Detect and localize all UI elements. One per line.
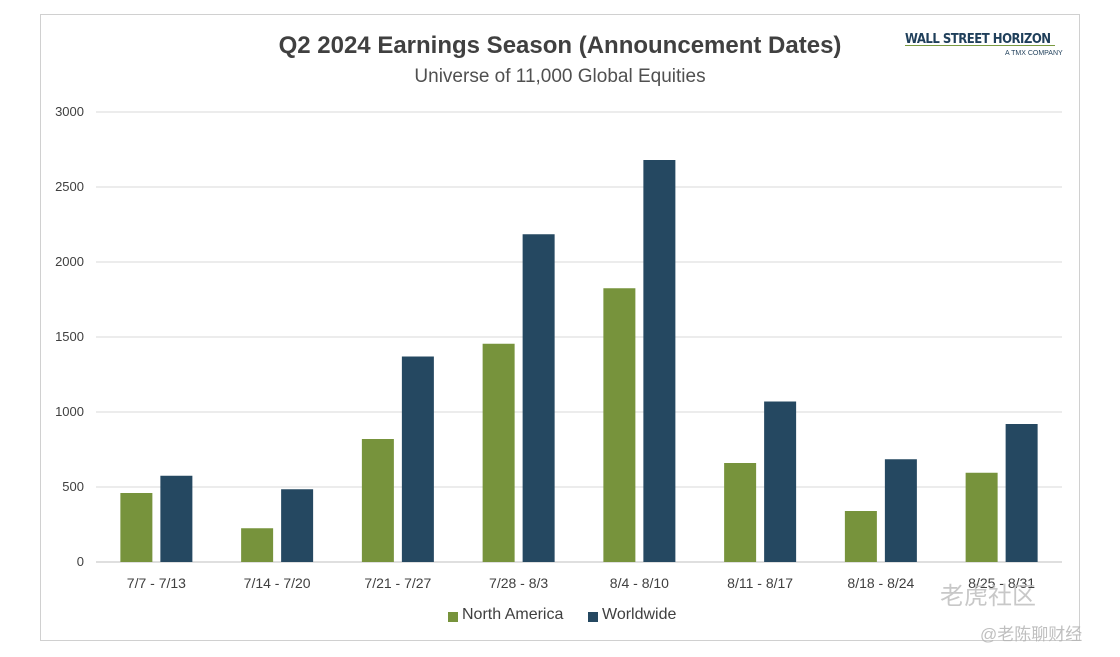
- y-tick-label: 1000: [55, 404, 84, 419]
- bar-worldwide: [281, 489, 314, 562]
- x-tick-label: 8/11 - 8/17: [727, 575, 793, 591]
- logo-text: WALL STREET HORIZON: [905, 32, 1051, 47]
- bar-worldwide: [522, 234, 555, 562]
- bar-north-america: [361, 439, 394, 562]
- brand-logo: WALL STREET HORIZON A TMX COMPANY: [905, 30, 1065, 66]
- bar-worldwide: [1005, 424, 1038, 562]
- x-tick-label: 7/21 - 7/27: [364, 575, 431, 591]
- bar-north-america: [965, 472, 998, 562]
- bar-north-america: [482, 343, 515, 562]
- watermark-text: 老虎社区: [940, 583, 1036, 610]
- bar-north-america: [241, 528, 274, 562]
- bar-north-america: [724, 463, 757, 562]
- bar-north-america: [120, 493, 153, 562]
- chart-title: Q2 2024 Earnings Season (Announcement Da…: [278, 32, 842, 59]
- x-tick-label: 7/28 - 8/3: [489, 575, 548, 591]
- bar-north-america: [603, 288, 636, 562]
- legend-label-worldwide: Worldwide: [602, 606, 677, 623]
- bar-worldwide: [884, 459, 917, 562]
- bar-worldwide: [401, 356, 434, 562]
- chart-subtitle: Universe of 11,000 Global Equities: [414, 66, 706, 87]
- bar-north-america: [844, 511, 877, 562]
- y-tick-label: 2500: [55, 179, 84, 194]
- legend-swatch-north-america: [448, 612, 458, 622]
- y-tick-label: 3000: [55, 104, 84, 119]
- bar-worldwide: [643, 160, 676, 562]
- legend-swatch-worldwide: [588, 612, 598, 622]
- logo-subtext: A TMX COMPANY: [1005, 50, 1063, 57]
- x-tick-label: 7/14 - 7/20: [244, 575, 311, 591]
- logo-underline: [905, 45, 1055, 46]
- y-tick-label: 1500: [55, 329, 84, 344]
- watermark-handle: @老陈聊财经: [980, 625, 1083, 644]
- y-tick-label: 2000: [55, 254, 84, 269]
- x-tick-label: 8/4 - 8/10: [610, 575, 669, 591]
- x-tick-label: 7/7 - 7/13: [127, 575, 186, 591]
- x-tick-label: 8/25 - 8/31: [968, 575, 1035, 591]
- x-tick-label: 8/18 - 8/24: [847, 575, 914, 591]
- y-tick-label: 0: [77, 554, 84, 569]
- y-tick-label: 500: [62, 479, 84, 494]
- bar-worldwide: [160, 475, 193, 562]
- bar-worldwide: [764, 401, 797, 562]
- legend-label-north-america: North America: [462, 606, 564, 623]
